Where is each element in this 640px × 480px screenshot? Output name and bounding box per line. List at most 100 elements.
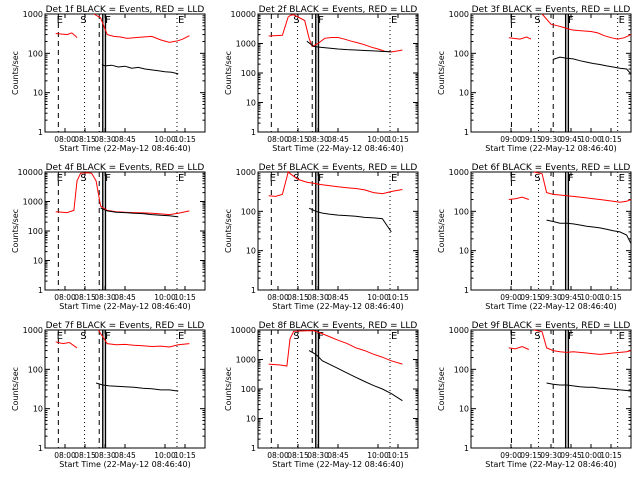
panel-title: Det 6f BLACK = Events, RED = LLD <box>472 163 631 173</box>
marker-label: S <box>534 331 540 342</box>
x-tick-label: 08:00 <box>267 451 289 460</box>
marker-label: F <box>568 173 574 184</box>
events-series-line <box>308 207 392 233</box>
detector-panel-1: Det 1f BLACK = Events, RED = LLD 1 10 100 10… <box>11 5 206 153</box>
x-tick-label: 08:30 <box>307 451 329 460</box>
marker-label: S <box>534 15 540 26</box>
x-tick-label: 08:15 <box>287 135 309 144</box>
y-tick-label: 1 <box>38 444 43 453</box>
panel-title: Det 4f BLACK = Events, RED = LLD <box>46 163 205 173</box>
plot-frame <box>257 171 419 291</box>
y-tick-label: 1000 <box>236 356 256 365</box>
events-series-line <box>546 219 632 244</box>
x-axis-label: Start Time (22-May-12 08:46:40) <box>59 144 190 153</box>
marker-label: E <box>57 173 63 184</box>
x-tick-label: 08:15 <box>287 451 309 460</box>
y-tick-label: 1000 <box>23 10 43 19</box>
marker-label: E <box>619 15 625 26</box>
x-tick-label: 08:45 <box>114 451 136 460</box>
x-tick-label: 08:45 <box>327 293 349 302</box>
marker-label: E <box>391 173 397 184</box>
x-tick-label: 10:00 <box>154 135 176 144</box>
lld-series-line <box>55 329 190 349</box>
plot-frame <box>44 13 206 133</box>
x-tick-label: 10:00 <box>580 135 602 144</box>
panel-title: Det 3f BLACK = Events, RED = LLD <box>472 5 631 15</box>
detector-panel-3: Det 3f BLACK = Events, RED = LLD 1 10 100 10… <box>437 5 632 153</box>
lld-series-line <box>55 172 190 216</box>
x-tick-label: 09:15 <box>520 293 542 302</box>
marker-label: S <box>80 331 86 342</box>
lld-series-line <box>508 329 632 355</box>
x-tick-label: 10:00 <box>154 293 176 302</box>
x-tick-label: 08:00 <box>54 135 76 144</box>
marker-label: E <box>619 331 625 342</box>
x-tick-label: 10:00 <box>367 451 389 460</box>
marker-label: F <box>105 173 111 184</box>
x-tick-label: 10:00 <box>367 293 389 302</box>
plot-frame <box>470 13 632 133</box>
x-tick-label: 09:15 <box>520 135 542 144</box>
lld-series-line <box>268 171 403 197</box>
x-tick-label: 08:30 <box>307 293 329 302</box>
marker-label: E <box>391 331 397 342</box>
x-tick-label: 09:00 <box>500 293 522 302</box>
x-tick-label: 10:15 <box>387 293 409 302</box>
x-tick-label: 09:00 <box>500 135 522 144</box>
marker-label: S <box>293 331 299 342</box>
y-axis-label: Counts/sec <box>11 209 20 253</box>
y-axis-label: Counts/sec <box>11 367 20 411</box>
y-tick-label: 1 <box>464 286 469 295</box>
x-tick-label: 10:15 <box>387 451 409 460</box>
marker-label: E <box>57 331 63 342</box>
y-tick-label: 10 <box>459 89 469 98</box>
x-tick-label: 08:00 <box>267 293 289 302</box>
x-axis-label: Start Time (22-May-12 08:46:40) <box>272 460 403 469</box>
marker-label: E <box>391 15 397 26</box>
y-tick-label: 1000 <box>23 198 43 207</box>
events-series-line <box>308 350 403 402</box>
y-tick-label: 100 <box>28 49 43 58</box>
y-tick-label: 1 <box>38 128 43 137</box>
detector-panel-4: Det 4f BLACK = Events, RED = LLD 1 10 100 10… <box>11 163 206 311</box>
x-tick-label: 08:30 <box>94 451 116 460</box>
x-tick-label: 08:00 <box>54 293 76 302</box>
events-series-line <box>306 40 392 53</box>
panel-title: Det 1f BLACK = Events, RED = LLD <box>46 5 205 15</box>
marker-label: F <box>568 15 574 26</box>
y-tick-label: 100 <box>454 207 469 216</box>
y-tick-label: 1 <box>464 128 469 137</box>
y-tick-label: 1000 <box>23 326 43 335</box>
lld-series-line <box>268 14 403 53</box>
panel-title: Det 2f BLACK = Events, RED = LLD <box>259 5 418 15</box>
detector-panel-7: Det 7f BLACK = Events, RED = LLD 1 10 100 10… <box>11 321 206 469</box>
detector-panel-8: Det 8f BLACK = Events, RED = LLD 1 10 100 10… <box>224 321 419 469</box>
plot-frame <box>44 329 206 449</box>
y-tick-label: 1 <box>251 444 256 453</box>
x-tick-label: 10:15 <box>174 451 196 460</box>
y-tick-label: 10 <box>33 257 43 266</box>
marker-label: S <box>80 173 86 184</box>
y-axis-label: Counts/sec <box>224 209 233 253</box>
y-tick-label: 100 <box>241 385 256 394</box>
x-tick-label: 10:15 <box>174 135 196 144</box>
x-axis-label: Start Time (22-May-12 08:46:40) <box>59 460 190 469</box>
y-axis-label: Counts/sec <box>224 367 233 411</box>
x-tick-label: 08:15 <box>287 293 309 302</box>
x-tick-label: 10:00 <box>154 451 176 460</box>
events-series-line <box>546 382 632 392</box>
x-tick-label: 09:00 <box>500 451 522 460</box>
y-tick-label: 1000 <box>449 10 469 19</box>
y-tick-label: 1000 <box>236 40 256 49</box>
lld-series-line <box>55 13 190 43</box>
y-tick-label: 100 <box>241 207 256 216</box>
marker-label: F <box>318 173 324 184</box>
panel-title: Det 5f BLACK = Events, RED = LLD <box>259 163 418 173</box>
marker-label: F <box>568 331 574 342</box>
marker-label: E <box>619 173 625 184</box>
x-tick-label: 08:00 <box>267 135 289 144</box>
lld-series-line <box>268 330 403 367</box>
x-tick-label: 10:15 <box>174 293 196 302</box>
y-tick-label: 1000 <box>236 168 256 177</box>
y-tick-label: 100 <box>28 227 43 236</box>
